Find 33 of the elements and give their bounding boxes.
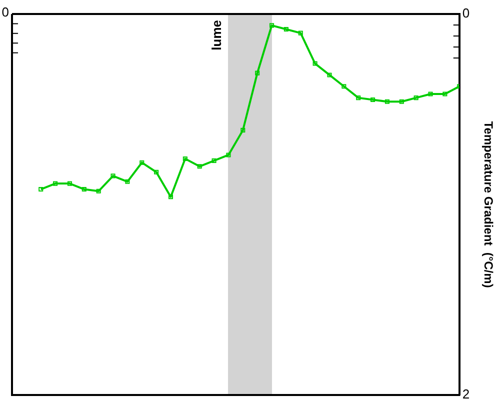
point bbox=[154, 170, 159, 174]
point bbox=[53, 181, 58, 186]
point bbox=[110, 174, 116, 178]
point bbox=[96, 188, 101, 194]
point bbox=[67, 181, 72, 186]
point bbox=[82, 186, 86, 192]
point bbox=[284, 26, 288, 32]
y-tick-label: 2 bbox=[462, 386, 470, 402]
annotation: lume bbox=[209, 20, 224, 50]
point bbox=[384, 99, 390, 104]
point bbox=[140, 160, 144, 165]
point bbox=[269, 23, 274, 28]
point bbox=[168, 194, 174, 200]
point bbox=[312, 61, 318, 66]
point bbox=[327, 72, 332, 78]
point bbox=[298, 30, 303, 36]
point bbox=[342, 84, 346, 89]
point bbox=[182, 156, 188, 162]
point bbox=[370, 97, 376, 102]
point bbox=[226, 152, 231, 158]
point bbox=[428, 92, 433, 96]
point bbox=[442, 92, 448, 96]
text: 0 bbox=[2, 4, 9, 20]
point bbox=[38, 186, 44, 192]
point bbox=[125, 179, 130, 184]
point bbox=[399, 99, 404, 104]
y-axis-title: Temperature Gradient (°C/m) bbox=[481, 121, 496, 288]
point bbox=[240, 128, 246, 132]
point bbox=[255, 70, 260, 76]
point bbox=[414, 96, 418, 100]
point bbox=[197, 164, 202, 169]
point bbox=[212, 158, 216, 163]
point bbox=[356, 96, 361, 100]
